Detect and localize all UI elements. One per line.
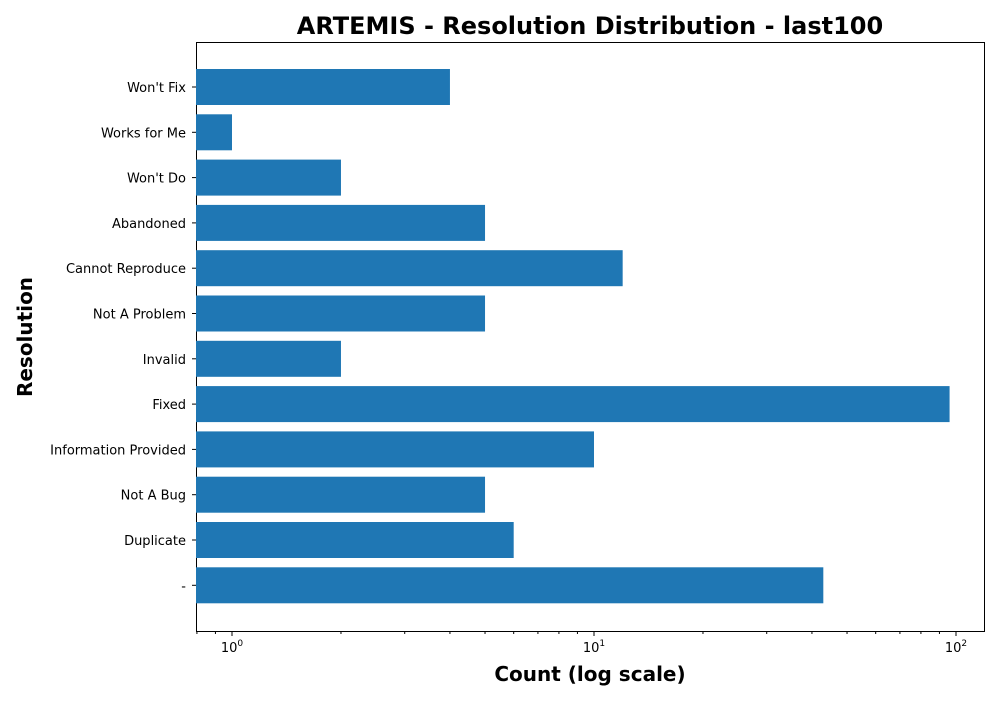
y-tick-label: Information Provided (50, 443, 186, 458)
y-tick-label: Won't Do (127, 172, 186, 187)
bar-works-for-me (196, 114, 232, 151)
bar-duplicate (196, 522, 514, 558)
y-tick-label: Works for Me (101, 126, 186, 141)
bar-won-t-do (196, 159, 341, 196)
bar-item-11 (196, 567, 824, 604)
x-axis: 100 101 102 (196, 631, 967, 656)
x-tick-label: 102 (945, 639, 967, 656)
y-tick-label: Fixed (152, 398, 186, 413)
x-axis-label: Count (log scale) (494, 662, 685, 686)
bar-information-provided (196, 431, 594, 468)
bar-invalid (196, 340, 341, 377)
bars-layer (196, 69, 950, 604)
y-tick-label: Not A Problem (93, 308, 186, 323)
bar-cannot-reproduce (196, 250, 623, 287)
bar-not-a-problem (196, 295, 486, 332)
y-tick-label: Not A Bug (121, 489, 186, 504)
bar-not-a-bug (196, 476, 486, 513)
bar-abandoned (196, 204, 486, 241)
bar-won-t-fix (196, 69, 450, 105)
x-tick-label: 100 (221, 639, 244, 656)
y-tick-label: Won't Fix (127, 81, 186, 96)
y-tick-label: Duplicate (124, 534, 186, 549)
bar-fixed (196, 386, 950, 423)
x-tick-label: 101 (583, 639, 605, 656)
y-tick-label: Cannot Reproduce (66, 262, 186, 277)
y-tick-label: - (181, 579, 186, 594)
plot-frame (196, 42, 985, 632)
y-tick-label: Invalid (143, 353, 186, 368)
y-tick-label: Abandoned (112, 217, 186, 232)
y-axis: Won't Fix Works for Me Won't Do Abandoned Ca… (50, 81, 196, 594)
y-axis-label: Resolution (13, 277, 37, 397)
chart-title: ARTEMIS - Resolution Distribution - last… (297, 12, 883, 40)
